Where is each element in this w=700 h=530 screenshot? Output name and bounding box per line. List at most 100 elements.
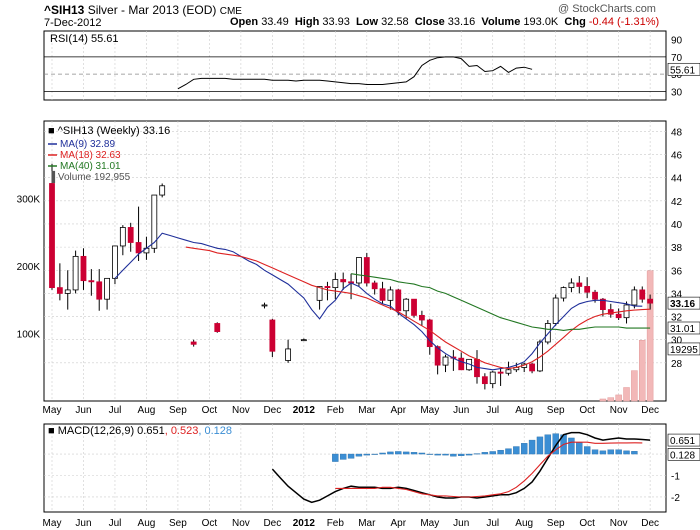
chg-label: Chg bbox=[564, 16, 586, 28]
macd-last-box-1 bbox=[667, 448, 700, 461]
price-panel bbox=[43, 120, 667, 402]
candle-down bbox=[127, 227, 134, 243]
macd-month-label: Mar bbox=[358, 518, 376, 529]
candle-down bbox=[584, 286, 591, 293]
macd-month-label: Aug bbox=[138, 518, 156, 529]
candle-up bbox=[552, 297, 559, 324]
candle-down bbox=[56, 287, 63, 294]
ma-legend-1: MA(18) 32.63 bbox=[60, 150, 121, 161]
macd-tick-label: -1 bbox=[671, 472, 680, 483]
candle-up bbox=[387, 289, 394, 301]
volume-tick-label: 300K bbox=[17, 195, 41, 206]
volume-last-label: 19295 bbox=[670, 345, 698, 356]
volume-tick-label: 100K bbox=[17, 330, 41, 341]
macd-histogram-bar bbox=[402, 451, 410, 455]
macd-legend-2: , 0.128 bbox=[198, 425, 232, 437]
price-tick-label: 42 bbox=[671, 197, 683, 208]
macd-histogram-bar bbox=[497, 449, 504, 455]
candle-up bbox=[356, 257, 362, 284]
macd-histogram-bar bbox=[426, 453, 433, 455]
rsi-line bbox=[177, 56, 533, 90]
macd-month-label: Nov bbox=[232, 518, 250, 529]
macd-histogram-bar bbox=[458, 453, 465, 456]
macd-histogram-bar bbox=[623, 450, 630, 455]
volume-last-box bbox=[667, 342, 700, 356]
candle-up bbox=[442, 356, 449, 366]
price-month-label: Jul bbox=[109, 405, 122, 416]
macd-histogram-bar bbox=[607, 449, 614, 455]
macd-histogram-bar bbox=[465, 453, 473, 456]
macd-histogram-bar bbox=[347, 453, 355, 459]
ma-legend-0: MA(9) 32.89 bbox=[60, 139, 115, 150]
candle-up bbox=[631, 289, 638, 306]
price-month-label: Dec bbox=[263, 405, 281, 416]
price-month-label: Mar bbox=[358, 405, 376, 416]
macd-month-label: 2012 bbox=[293, 518, 316, 529]
rsi-tick-label: 30 bbox=[671, 87, 683, 98]
price-month-label: May bbox=[43, 405, 62, 416]
macd-histogram-bar bbox=[591, 449, 599, 455]
price-month-label: Sep bbox=[547, 405, 565, 416]
candle-up bbox=[300, 339, 307, 342]
macd-month-label: Oct bbox=[579, 518, 595, 529]
price-month-label: Feb bbox=[327, 405, 345, 416]
macd-month-label: May bbox=[420, 518, 439, 529]
macd-histogram-bar bbox=[363, 453, 371, 456]
price-month-label: Oct bbox=[202, 405, 218, 416]
macd-histogram-bar bbox=[513, 446, 520, 455]
candle-down bbox=[529, 363, 535, 372]
macd-histogram-bar bbox=[410, 452, 418, 455]
candle-up bbox=[489, 371, 496, 385]
candle-down bbox=[647, 298, 654, 304]
macd-tick-label: -2 bbox=[671, 493, 680, 504]
candle-down bbox=[458, 357, 465, 371]
candle-down bbox=[135, 242, 142, 254]
candle-down bbox=[600, 298, 606, 310]
macd-last-box-0 bbox=[667, 433, 700, 447]
macd-month-label: Feb bbox=[327, 518, 345, 529]
candle-up bbox=[261, 304, 268, 307]
price-month-label: Oct bbox=[579, 405, 595, 416]
macd-histogram-bar bbox=[615, 449, 622, 455]
candle-down bbox=[607, 309, 614, 315]
macd-last-label-0: 0.651 bbox=[670, 436, 695, 447]
price-tick-label: 48 bbox=[671, 127, 683, 138]
candle-down bbox=[96, 281, 103, 300]
candle-down bbox=[395, 289, 402, 312]
exchange: CME bbox=[219, 6, 242, 17]
price-month-label: Aug bbox=[515, 405, 533, 416]
rsi-last-label: 55.61 bbox=[670, 65, 695, 76]
candle-up bbox=[560, 287, 567, 299]
volume-label: Volume bbox=[481, 16, 521, 28]
candle-up bbox=[159, 185, 166, 196]
candle-down bbox=[340, 279, 347, 283]
macd-histogram-bar bbox=[576, 442, 583, 455]
candle-up bbox=[568, 282, 575, 289]
macd-month-label: Jul bbox=[486, 518, 499, 529]
macd-histogram-bar bbox=[583, 446, 591, 455]
volume-bar bbox=[607, 397, 615, 402]
volume-bar bbox=[646, 270, 654, 402]
price-title: ■ ^SIH13 (Weekly) 33.16 bbox=[48, 125, 170, 137]
candle-down bbox=[190, 341, 197, 345]
close-value: 33.16 bbox=[447, 16, 476, 28]
macd-month-label: Sep bbox=[169, 518, 187, 529]
price-last-box-0 bbox=[667, 296, 700, 310]
high-label: High bbox=[294, 16, 320, 28]
chg-value: -0.44 (-1.31%) bbox=[588, 16, 660, 28]
macd-histogram-bar bbox=[536, 436, 544, 455]
price-month-label: 2012 bbox=[293, 405, 316, 416]
macd-signal-line bbox=[335, 441, 643, 498]
volume-legend: ▐ Volume 192,955 bbox=[48, 170, 131, 184]
macd-month-label: Dec bbox=[641, 518, 659, 529]
volume-bar bbox=[631, 370, 638, 402]
candle-down bbox=[615, 313, 622, 319]
macd-legend-0: ■ MACD(12,26,9) 0.651 bbox=[48, 425, 165, 437]
candle-up bbox=[285, 348, 292, 361]
open-label: Open bbox=[230, 16, 259, 28]
ma-line-0 bbox=[114, 232, 643, 371]
rsi-tick-label: 70 bbox=[671, 53, 683, 64]
price-month-label: May bbox=[420, 405, 439, 416]
low-label: Low bbox=[356, 16, 379, 28]
candle-up bbox=[112, 245, 118, 279]
